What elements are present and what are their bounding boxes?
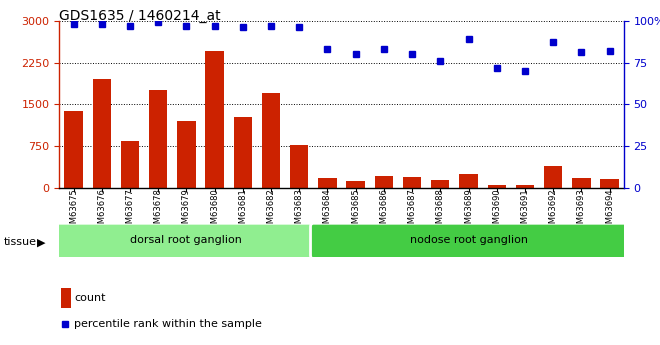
Text: GDS1635 / 1460214_at: GDS1635 / 1460214_at <box>59 9 221 23</box>
Text: GSM63691: GSM63691 <box>521 188 529 234</box>
FancyBboxPatch shape <box>310 223 626 259</box>
Text: tissue: tissue <box>3 237 36 247</box>
Bar <box>375 176 393 188</box>
Text: GSM63684: GSM63684 <box>323 188 332 234</box>
Bar <box>346 181 365 188</box>
Bar <box>149 90 168 188</box>
Bar <box>515 185 534 188</box>
Text: dorsal root ganglion: dorsal root ganglion <box>131 235 242 245</box>
Text: percentile rank within the sample: percentile rank within the sample <box>74 319 262 329</box>
Bar <box>234 117 252 188</box>
Bar <box>431 180 449 188</box>
Text: GSM63693: GSM63693 <box>577 188 586 234</box>
Bar <box>177 121 195 188</box>
Text: GSM63687: GSM63687 <box>408 188 416 234</box>
Text: GSM63683: GSM63683 <box>295 188 304 234</box>
Bar <box>64 111 82 188</box>
Bar <box>318 178 337 188</box>
Bar <box>601 179 619 188</box>
Text: GSM63688: GSM63688 <box>436 188 445 234</box>
Bar <box>544 166 562 188</box>
Bar <box>205 51 224 188</box>
Text: GSM63692: GSM63692 <box>548 188 558 234</box>
Text: nodose root ganglion: nodose root ganglion <box>409 235 527 245</box>
Text: GSM63681: GSM63681 <box>238 188 248 234</box>
Text: GSM63675: GSM63675 <box>69 188 78 234</box>
Bar <box>61 288 71 308</box>
Text: GSM63685: GSM63685 <box>351 188 360 234</box>
Text: GSM63678: GSM63678 <box>154 188 162 234</box>
Bar <box>121 141 139 188</box>
Text: GSM63676: GSM63676 <box>97 188 106 234</box>
Bar <box>290 145 308 188</box>
Bar <box>403 177 421 188</box>
Bar <box>262 93 280 188</box>
Text: GSM63686: GSM63686 <box>379 188 388 234</box>
Text: GSM63680: GSM63680 <box>210 188 219 234</box>
Text: count: count <box>74 293 106 303</box>
Text: GSM63677: GSM63677 <box>125 188 135 234</box>
Text: GSM63682: GSM63682 <box>267 188 275 234</box>
Text: GSM63679: GSM63679 <box>182 188 191 234</box>
Bar <box>92 79 111 188</box>
FancyBboxPatch shape <box>57 223 316 259</box>
Bar <box>459 174 478 188</box>
Text: GSM63689: GSM63689 <box>464 188 473 234</box>
Bar <box>488 185 506 188</box>
Text: GSM63690: GSM63690 <box>492 188 501 234</box>
Text: ▶: ▶ <box>37 237 46 247</box>
Text: GSM63694: GSM63694 <box>605 188 614 234</box>
Bar <box>572 178 591 188</box>
